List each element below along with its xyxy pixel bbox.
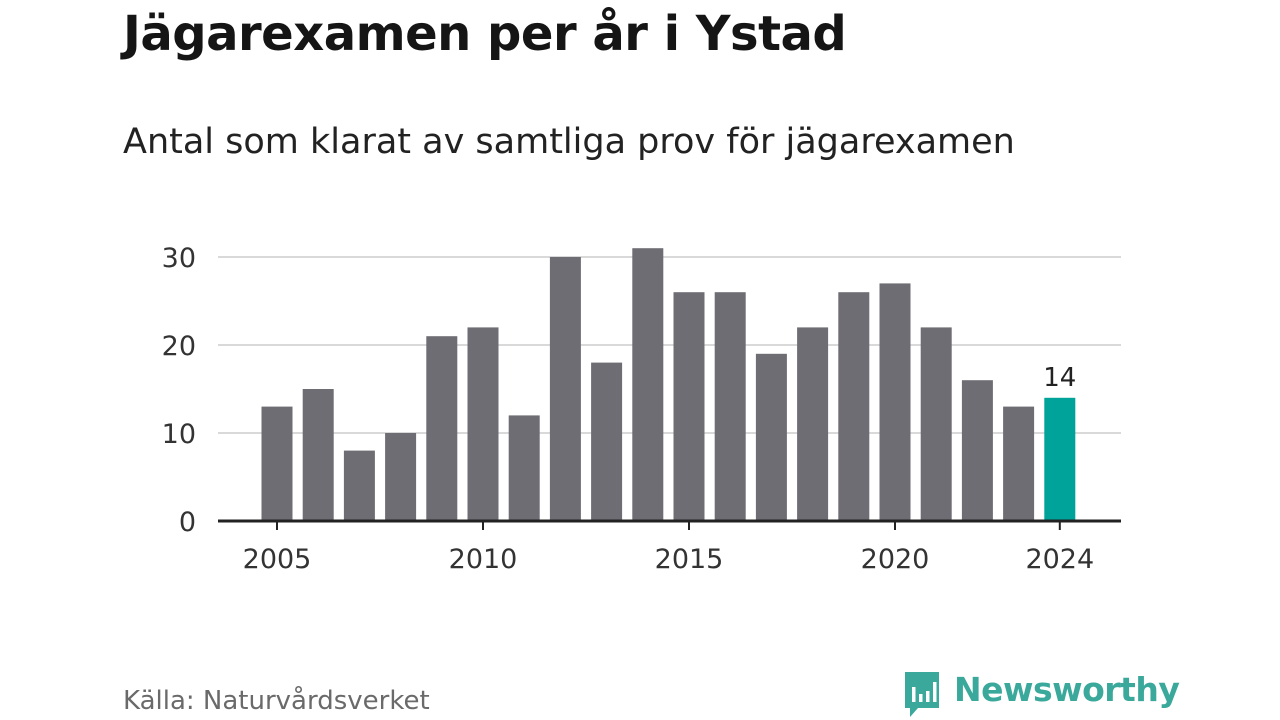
bar-2009 xyxy=(426,336,458,521)
brand-logo: Newsworthy xyxy=(902,670,1180,720)
chart-title: Jägarexamen per år i Ystad xyxy=(123,6,847,62)
bar-2010 xyxy=(467,327,499,521)
y-axis-ticks: 0 10 20 30 xyxy=(162,243,196,538)
brand-name: Newsworthy xyxy=(954,670,1180,709)
bar-2021 xyxy=(920,327,952,521)
newsworthy-logo-icon xyxy=(905,672,939,717)
x-tick-label: 2024 xyxy=(1025,544,1094,575)
data-labels: 14 xyxy=(1043,363,1076,393)
x-tick-label: 2015 xyxy=(655,544,724,575)
bar-2016 xyxy=(714,292,746,521)
bar-2006 xyxy=(302,389,334,521)
bar-2008 xyxy=(385,433,417,521)
y-tick-label: 0 xyxy=(179,507,196,538)
bar-2015 xyxy=(673,292,705,521)
bar-2020 xyxy=(879,283,911,521)
bars xyxy=(261,248,1076,521)
bar-2005 xyxy=(261,406,293,521)
bar-2018 xyxy=(797,327,829,521)
bar-2017 xyxy=(755,353,787,521)
x-tick-label: 2020 xyxy=(861,544,930,575)
bar-chart: 0 10 20 30 2005 2010 2015 2020 2024 14 xyxy=(162,243,1121,575)
source-note: Källa: Naturvårdsverket xyxy=(123,686,430,716)
y-tick-label: 30 xyxy=(162,243,196,274)
bar-2013 xyxy=(591,362,623,521)
y-tick-label: 10 xyxy=(162,419,196,450)
bar-2014 xyxy=(632,248,664,521)
data-label-2024: 14 xyxy=(1043,363,1076,393)
bar-2022 xyxy=(961,380,993,521)
bar-2012 xyxy=(549,257,581,521)
bar-2011 xyxy=(508,415,540,521)
y-tick-label: 20 xyxy=(162,331,196,362)
bar-2019 xyxy=(838,292,870,521)
chart-subtitle: Antal som klarat av samtliga prov för jä… xyxy=(123,122,1015,162)
x-axis: 2005 2010 2015 2020 2024 xyxy=(218,519,1121,575)
bar-2023 xyxy=(1003,406,1035,521)
bar-2007 xyxy=(343,450,375,521)
x-tick-label: 2010 xyxy=(449,544,518,575)
bar-2024 xyxy=(1044,397,1076,521)
x-tick-label: 2005 xyxy=(243,544,312,575)
